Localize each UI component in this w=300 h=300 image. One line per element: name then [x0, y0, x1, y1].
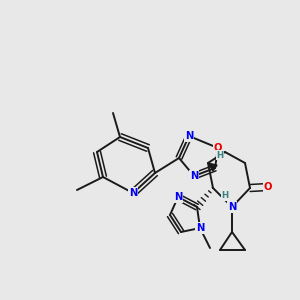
Text: O: O: [214, 143, 222, 153]
Text: N: N: [228, 202, 236, 212]
Text: H: H: [216, 151, 224, 160]
Text: N: N: [185, 131, 193, 141]
Text: N: N: [190, 171, 198, 181]
Text: N: N: [185, 131, 193, 141]
Text: O: O: [264, 182, 272, 192]
Text: N: N: [129, 188, 137, 198]
Text: H: H: [216, 151, 224, 160]
Text: N: N: [228, 202, 236, 212]
Text: N: N: [174, 192, 182, 202]
Text: O: O: [264, 182, 272, 192]
Text: N: N: [129, 188, 137, 198]
Text: O: O: [214, 143, 222, 153]
Text: N: N: [196, 223, 204, 233]
Text: H: H: [221, 191, 229, 200]
Text: H: H: [221, 191, 229, 200]
Text: N: N: [174, 192, 182, 202]
Text: N: N: [190, 171, 198, 181]
Polygon shape: [208, 163, 217, 171]
Text: N: N: [196, 223, 204, 233]
